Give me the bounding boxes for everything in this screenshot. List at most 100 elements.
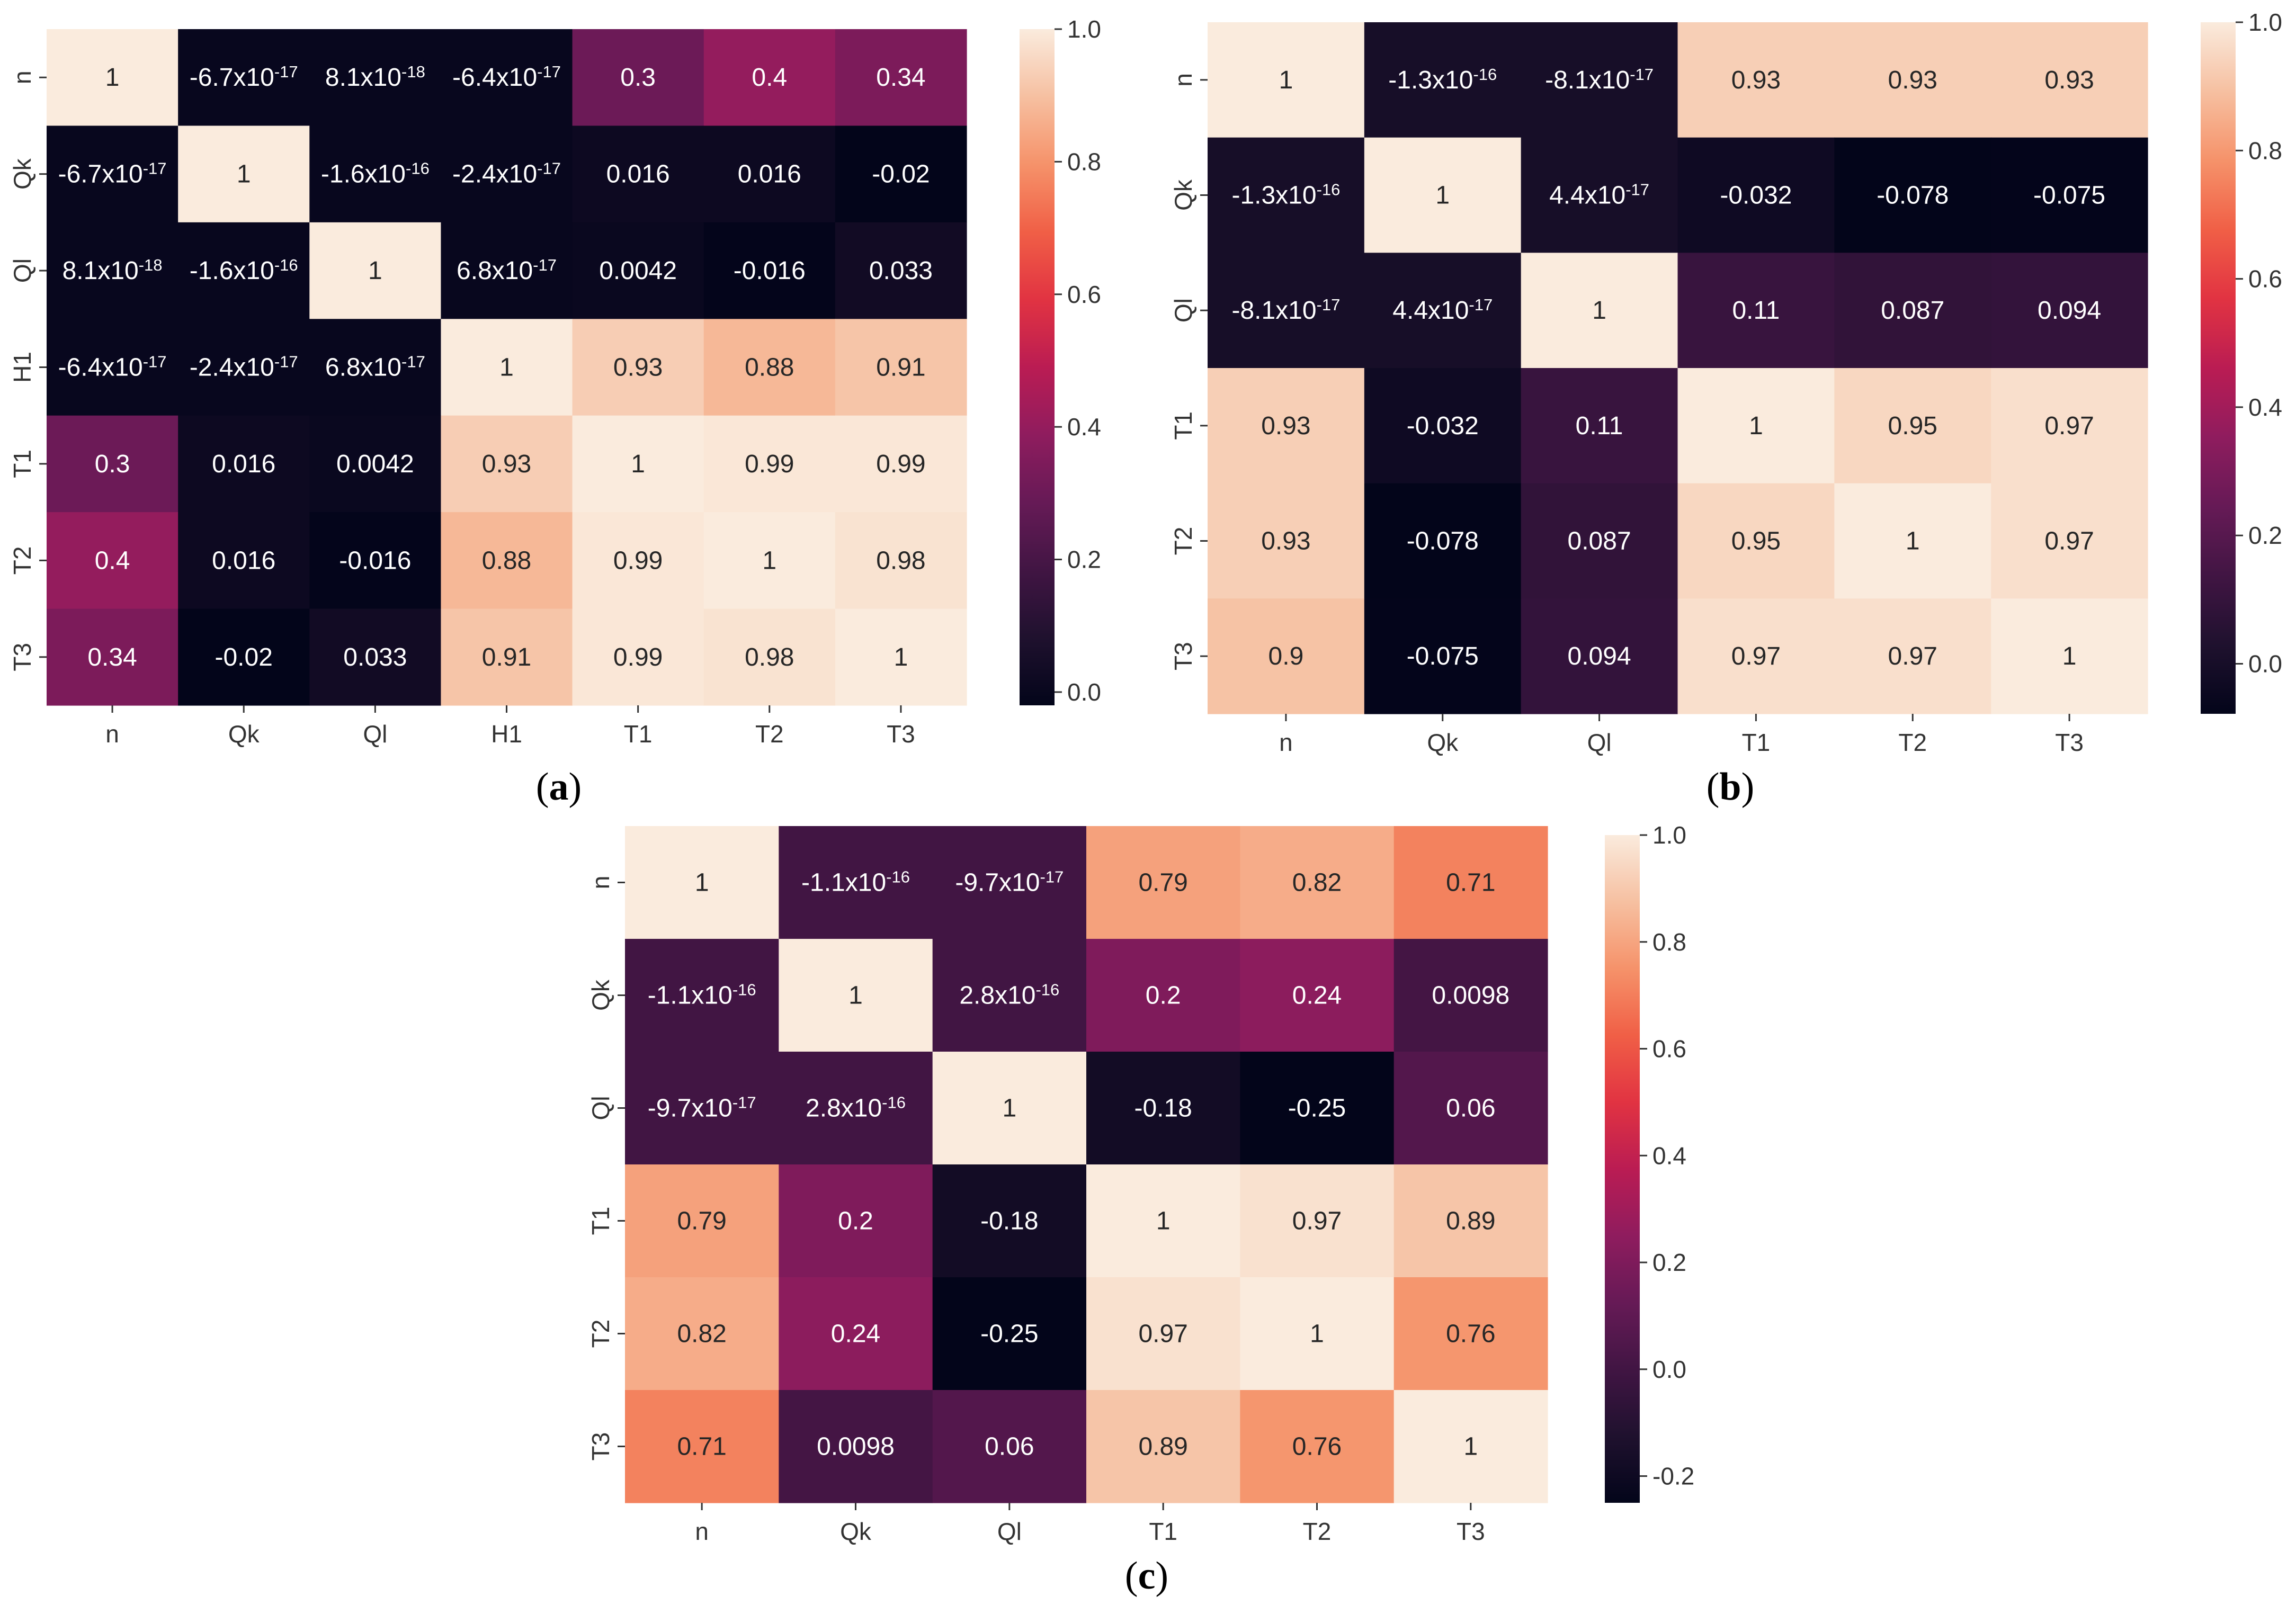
colorbar-tick-label: 0.0 — [2248, 650, 2282, 678]
heatmap-cell — [1240, 1277, 1395, 1391]
heatmap-cell — [1364, 253, 1522, 369]
heatmap-cell — [703, 512, 836, 609]
heatmap-cell — [1208, 368, 1365, 484]
cell-value-label: -0.18 — [1134, 1095, 1192, 1123]
heatmap-cell — [1834, 253, 1991, 369]
cell-value-label: 0.06 — [1446, 1095, 1495, 1123]
heatmap-cell — [1364, 137, 1522, 253]
cell-value-label: 0.97 — [1292, 1207, 1342, 1235]
cell-value-label: -0.25 — [980, 1320, 1038, 1348]
heatmap-cell — [1991, 137, 2148, 253]
y-tick-label: H1 — [8, 352, 36, 383]
heatmap-cell — [1393, 1164, 1548, 1278]
colorbar-tick-label: 0.0 — [1067, 678, 1101, 706]
heatmap-cell — [703, 29, 836, 127]
cell-value-label: 0.97 — [1731, 642, 1781, 670]
cell-value-label: -9.7x10-17 — [955, 868, 1064, 897]
colorbar-tick-label: 0.8 — [1652, 928, 1686, 956]
cell-value-label: 0.76 — [1446, 1320, 1495, 1348]
heatmap-cell — [1208, 253, 1365, 369]
cell-value-label: 0.033 — [869, 257, 933, 285]
heatmap-cell — [1240, 1164, 1395, 1278]
colorbar — [1605, 835, 1640, 1503]
heatmap-cell — [47, 608, 178, 706]
heatmap-cell — [572, 29, 704, 127]
y-tick-label: n — [1169, 73, 1197, 87]
heatmap-cell — [1834, 368, 1991, 484]
cell-value-label: 0.71 — [677, 1433, 726, 1461]
colorbar-tick-label: 0.0 — [1652, 1356, 1686, 1383]
cell-value-label: 0.2 — [1146, 982, 1181, 1010]
colorbar-tick-label: 0.6 — [2248, 265, 2282, 293]
cell-value-label: 1 — [1906, 527, 1920, 555]
heatmap-cell — [572, 125, 704, 223]
y-tick-label: Qk — [587, 979, 614, 1011]
cell-value-label: -2.4x10-17 — [190, 353, 298, 382]
cell-value-label: 0.087 — [1568, 527, 1631, 555]
cell-value-label: 0.34 — [87, 643, 137, 671]
cell-value-label: 0.97 — [2044, 412, 2094, 440]
heatmap-cell — [1991, 253, 2148, 369]
cell-value-label: -6.7x10-17 — [58, 159, 167, 189]
heatmap-cell — [1240, 826, 1395, 939]
heatmap-cell — [1991, 22, 2148, 138]
colorbar-tick-label: 0.2 — [2248, 522, 2282, 549]
heatmap-cell — [309, 608, 442, 706]
heatmap-cell — [703, 608, 836, 706]
heatmap-cell — [1364, 598, 1522, 714]
cell-value-label: 0.087 — [1881, 297, 1944, 325]
heatmap-cell — [1086, 1390, 1240, 1503]
heatmap-cell — [932, 1277, 1087, 1391]
heatmap-cell — [178, 608, 310, 706]
y-tick-label: T1 — [587, 1207, 614, 1235]
heatmap-cell — [178, 512, 310, 609]
cell-value-label: -6.4x10-17 — [58, 353, 167, 382]
cell-value-label: 8.1x10-18 — [325, 62, 425, 92]
heatmap-cell — [1521, 483, 1678, 599]
cell-value-label: 0.97 — [1138, 1320, 1187, 1348]
heatmap-cell — [441, 512, 573, 609]
heatmap-cell — [1677, 22, 1835, 138]
cell-value-label: 4.4x10-17 — [1392, 295, 1493, 325]
heatmap-panel-a: 1 -6.7x10-17 8.1x10-18 -6.4x10-17 0.3 0.4 0.34… — [8, 15, 1101, 809]
cell-value-label: -0.016 — [734, 257, 806, 285]
cell-value-label: -0.078 — [1877, 182, 1949, 210]
heatmap-cell — [1834, 137, 1991, 253]
cell-value-label: 1 — [1002, 1095, 1016, 1123]
cell-value-label: 0.76 — [1292, 1433, 1342, 1461]
heatmap-cell — [178, 319, 310, 416]
heatmap-cell — [178, 222, 310, 319]
cell-value-label: -8.1x10-17 — [1545, 65, 1654, 94]
heatmap-cell — [1834, 22, 1991, 138]
cell-value-label: -1.6x10-16 — [190, 256, 298, 285]
heatmap-cell — [1393, 826, 1548, 939]
cell-value-label: 0.06 — [985, 1433, 1034, 1461]
cell-value-label: 0.82 — [677, 1320, 726, 1348]
x-tick-label: Ql — [1587, 729, 1612, 756]
cell-value-label: 0.95 — [1888, 412, 1937, 440]
heatmap-cell — [309, 29, 442, 127]
cell-value-label: 6.8x10-17 — [457, 256, 557, 285]
heatmap-cell — [932, 1164, 1087, 1278]
heatmap-cell — [178, 415, 310, 513]
cell-value-label: 0.95 — [1731, 527, 1781, 555]
heatmap-cell — [835, 29, 967, 127]
cell-value-label: 0.99 — [613, 643, 663, 671]
cell-value-label: 0.79 — [677, 1207, 726, 1235]
heatmap-cell — [441, 29, 573, 127]
x-tick-label: T1 — [1149, 1518, 1177, 1545]
colorbar-tick-label: 0.4 — [1067, 413, 1101, 441]
cell-value-label: 0.91 — [876, 354, 925, 382]
heatmap-cell — [835, 222, 967, 319]
x-tick-label: T2 — [1303, 1518, 1332, 1545]
heatmap-cell — [1240, 939, 1395, 1052]
heatmap-cell — [932, 939, 1087, 1052]
heatmap-panel-b: 1 -1.3x10-16 -8.1x10-17 0.93 0.93 0.93 -1.3x10… — [1169, 8, 2282, 809]
heatmap-cell — [1086, 826, 1240, 939]
heatmap-cell — [1393, 939, 1548, 1052]
cell-value-label: 0.4 — [752, 64, 787, 92]
cell-value-label: -0.075 — [2033, 182, 2105, 210]
cell-value-label: 1 — [1463, 1433, 1478, 1461]
cell-value-label: -0.016 — [339, 546, 411, 575]
